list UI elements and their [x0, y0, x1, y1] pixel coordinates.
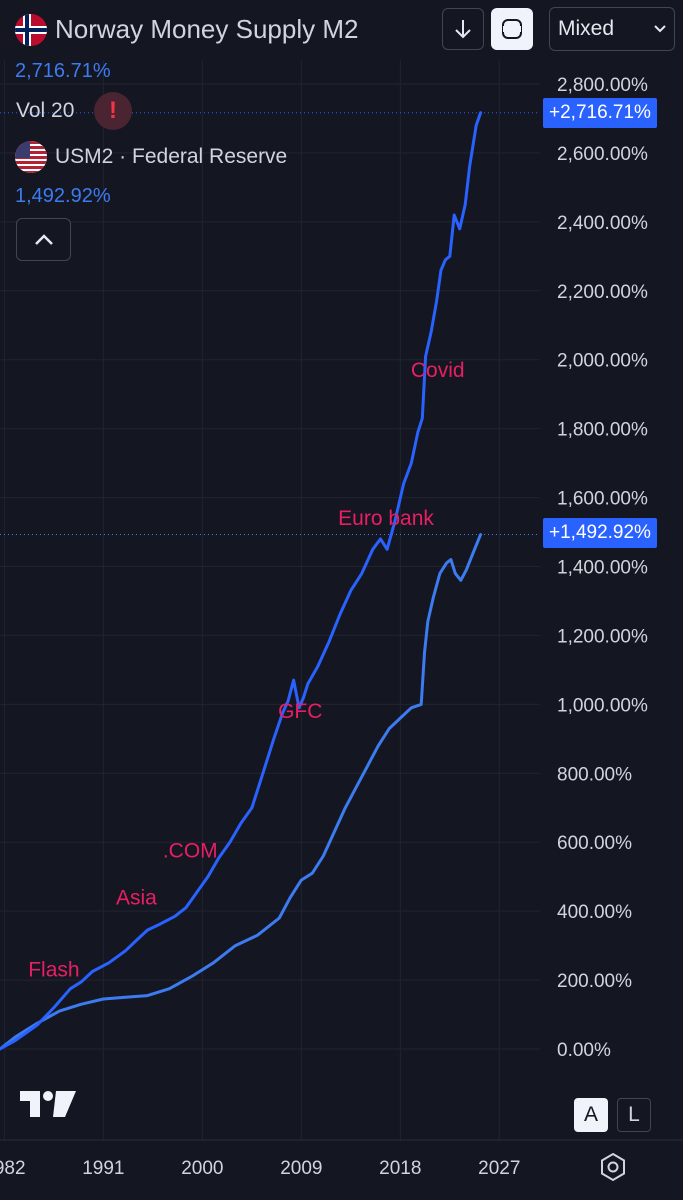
arrow-down-icon	[455, 20, 471, 39]
x-tick-label: 1982	[0, 1158, 26, 1179]
event-annotation[interactable]: GFC	[278, 700, 322, 723]
event-annotation[interactable]: Euro bank	[338, 507, 434, 530]
y-tick-label: 1,400.00%	[557, 558, 648, 579]
log-scale-button[interactable]: L	[617, 1098, 651, 1132]
y-tick-label: 2,000.00%	[557, 351, 648, 372]
volume-label: Vol 20	[16, 99, 75, 122]
y-tick-label: 2,800.00%	[557, 75, 648, 96]
compare-value: 1,492.92%	[15, 185, 111, 207]
event-annotation[interactable]: Flash	[28, 959, 79, 982]
settings-gear-icon[interactable]	[598, 1152, 628, 1187]
fullscreen-button[interactable]	[491, 8, 533, 50]
event-annotation[interactable]: Covid	[411, 359, 465, 382]
y-tick-label: 2,400.00%	[557, 213, 648, 234]
auto-scale-button[interactable]: A	[574, 1098, 608, 1132]
y-tick-label: 800.00%	[557, 764, 632, 785]
compare-price-tag: +1,492.92%	[543, 518, 657, 548]
main-value: 2,716.71%	[15, 60, 111, 82]
symbol-title[interactable]: Norway Money Supply M2	[55, 14, 359, 44]
x-tick-label: 2000	[181, 1158, 223, 1179]
event-annotation[interactable]: .COM	[163, 840, 218, 863]
series-line-usm2[interactable]	[0, 533, 483, 1051]
y-tick-label: 600.00%	[557, 833, 632, 854]
y-tick-label: 200.00%	[557, 971, 632, 992]
chevron-down-icon	[654, 25, 666, 33]
y-tick-label: 2,600.00%	[557, 144, 648, 165]
frame-icon	[502, 19, 522, 39]
scale-mode-select[interactable]: Mixed	[549, 7, 675, 51]
event-annotation[interactable]: Asia	[116, 886, 157, 909]
x-tick-label: 2027	[478, 1158, 520, 1179]
y-tick-label: 0.00%	[557, 1040, 611, 1061]
y-tick-label: 2,200.00%	[557, 282, 648, 303]
exclamation-icon[interactable]: !	[94, 92, 132, 130]
y-axis: 0.00% 200.00% 400.00% 600.00% 800.00% 1,000.0…	[557, 75, 648, 1061]
scale-mode-label: Mixed	[558, 17, 615, 40]
y-tick-label: 1,200.00%	[557, 626, 648, 647]
x-tick-label: 1991	[82, 1158, 124, 1179]
series-line-norway[interactable]	[0, 111, 483, 1051]
annotation-layer: Flash Asia .COM GFC Euro bank Covid	[28, 359, 464, 982]
main-price-tag: +2,716.71%	[543, 98, 657, 128]
x-axis: 1982 1991 2000 2009 2018 2027	[0, 1158, 520, 1179]
y-tick-label: 400.00%	[557, 902, 632, 923]
norway-flag-icon	[15, 14, 47, 46]
collapse-legend-button[interactable]	[16, 218, 71, 261]
y-tick-label: 1,600.00%	[557, 489, 648, 510]
tradingview-logo[interactable]	[20, 1087, 76, 1124]
compare-symbol-name[interactable]: USM2 · Federal Reserve	[55, 145, 288, 168]
x-tick-label: 2018	[379, 1158, 421, 1179]
x-tick-label: 2009	[280, 1158, 322, 1179]
y-tick-label: 1,000.00%	[557, 695, 648, 716]
us-flag-icon	[15, 141, 47, 173]
download-button[interactable]	[442, 8, 484, 50]
chevron-up-icon	[34, 233, 53, 245]
grid-lines	[0, 60, 683, 1141]
y-tick-label: 1,800.00%	[557, 420, 648, 441]
series-layer	[0, 111, 483, 1051]
